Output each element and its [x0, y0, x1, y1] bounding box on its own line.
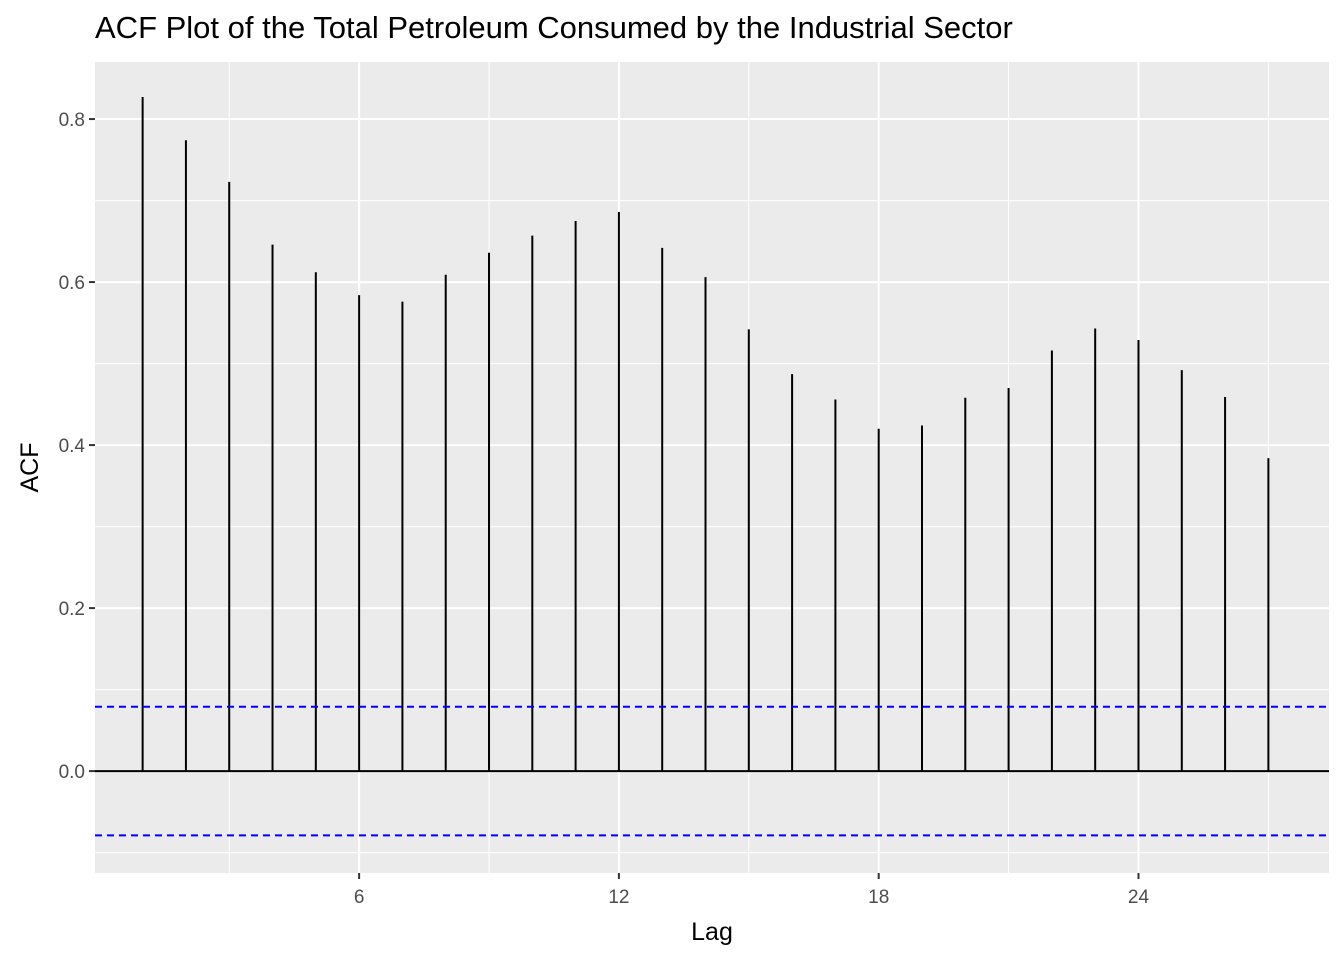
y-tick-label: 0.6 [59, 273, 85, 294]
confidence-bounds [95, 705, 1329, 837]
x-tick-label: 12 [608, 887, 629, 908]
plot-panel [95, 62, 1329, 873]
y-axis-title: ACF [16, 443, 44, 493]
y-tick-label: 0.4 [59, 436, 86, 457]
chart-title: ACF Plot of the Total Petroleum Consumed… [95, 10, 1013, 45]
x-axis-title: Lag [691, 918, 733, 946]
y-tick-label: 0.2 [59, 599, 85, 620]
y-axis-ticks: 0.0 0.2 0.4 0.6 0.8 [59, 110, 95, 783]
x-tick-label: 6 [354, 887, 365, 908]
y-tick-label: 0.8 [59, 110, 85, 131]
x-tick-label: 24 [1128, 887, 1150, 908]
acf-bars [141, 97, 1270, 772]
y-tick-label: 0.0 [59, 762, 85, 783]
x-tick-label: 18 [868, 887, 889, 908]
x-axis-ticks: 6 12 18 24 [354, 873, 1150, 908]
